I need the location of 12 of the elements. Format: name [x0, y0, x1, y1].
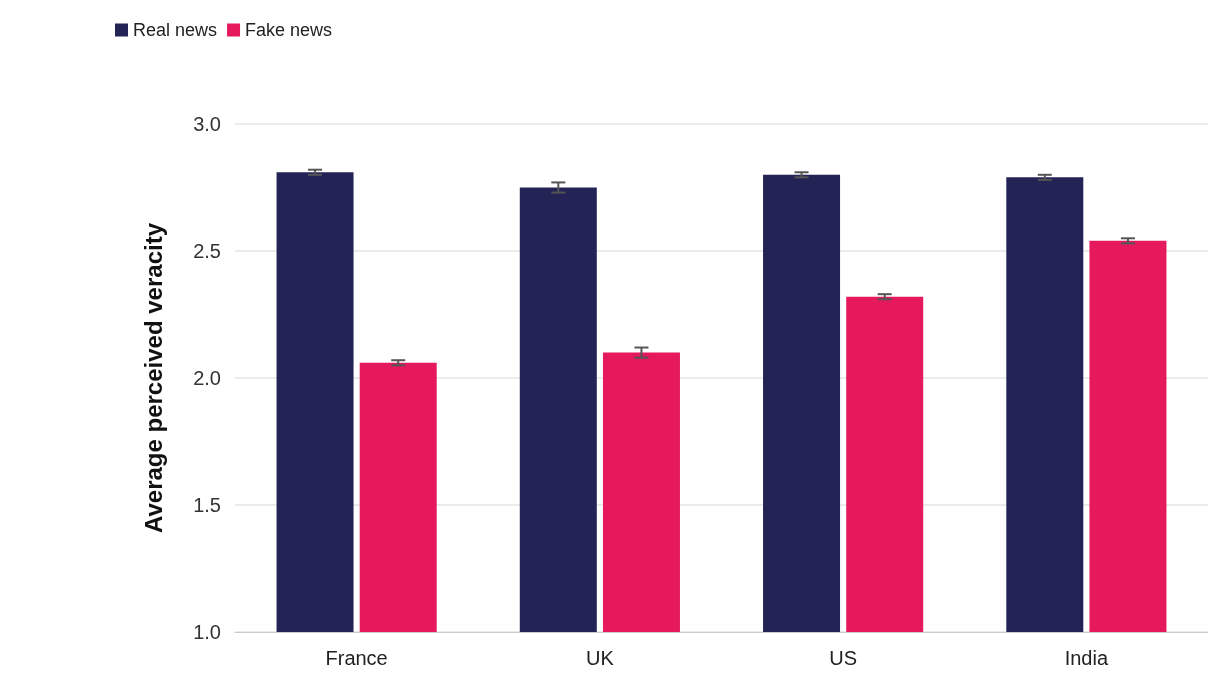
y-tick-label: 2.5	[193, 240, 221, 262]
y-tick-label: 1.0	[193, 621, 221, 643]
x-tick-label: India	[1064, 647, 1109, 669]
legend-label: Fake news	[245, 20, 333, 40]
x-tick-label: France	[325, 647, 388, 669]
x-tick-label: US	[829, 647, 858, 669]
legend-label: Real news	[133, 20, 218, 40]
y-tick-label: 3.0	[193, 113, 221, 135]
y-tick-label: 1.5	[193, 494, 221, 516]
y-tick-label: 2.0	[193, 367, 221, 389]
x-tick-label: UK	[585, 647, 615, 669]
y-axis-title: Average perceived veracity	[139, 222, 167, 533]
